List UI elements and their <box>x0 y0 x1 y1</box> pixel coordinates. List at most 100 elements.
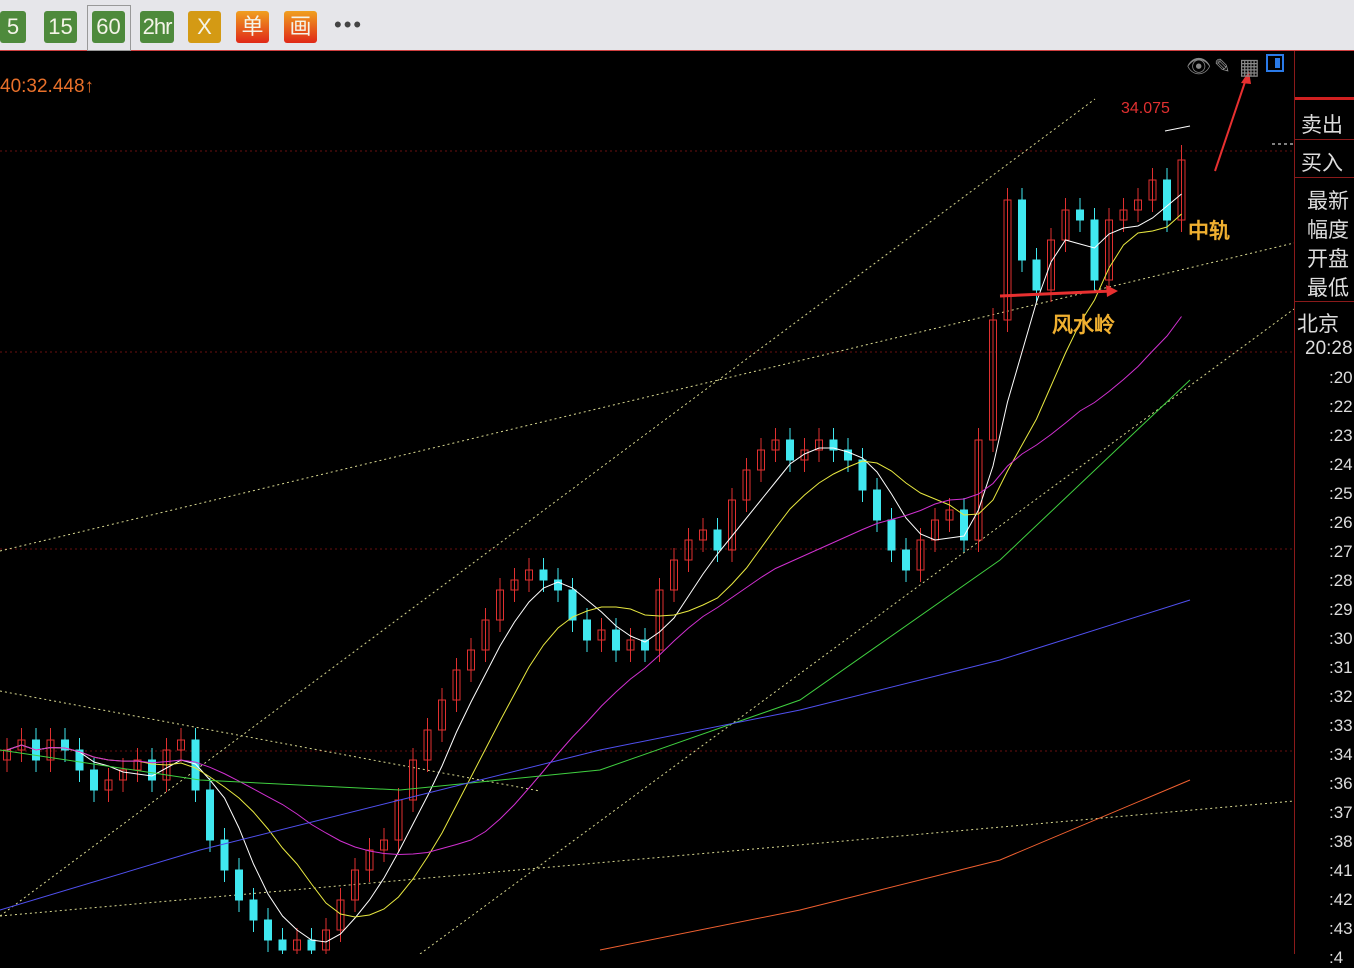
candle-up <box>496 589 504 621</box>
candle-down <box>249 899 258 921</box>
candle-down <box>829 439 838 451</box>
time-tick: :36 <box>1329 774 1353 793</box>
candle-down <box>902 549 910 571</box>
time-tick: :26 <box>1329 513 1353 532</box>
time-tick: :30 <box>1329 629 1353 648</box>
candle-up <box>945 509 954 521</box>
trend-line <box>0 242 1294 552</box>
candle-up <box>423 729 432 761</box>
candle-up <box>800 449 809 461</box>
pencil-icon[interactable]: ✎ <box>1214 56 1231 78</box>
candle-down <box>612 629 620 651</box>
time-tick: :32 <box>1329 687 1353 706</box>
candle-up <box>699 529 707 541</box>
candle-up <box>1047 239 1055 291</box>
time-tick: :41 <box>1329 861 1353 880</box>
time-tick: :28 <box>1329 571 1353 590</box>
candle-up <box>684 539 693 561</box>
candle-up <box>815 439 823 451</box>
candle-down <box>641 639 649 651</box>
more-button[interactable]: ••• <box>334 12 364 37</box>
ma20-line <box>6 316 1182 856</box>
candle-down <box>264 919 272 941</box>
period-15-button[interactable]: 15 <box>44 11 77 43</box>
draw-button[interactable]: 画 <box>284 11 317 43</box>
candle-up <box>1177 159 1186 221</box>
period-2hr-button[interactable]: 2hr <box>140 11 174 43</box>
candle-down <box>191 739 200 791</box>
mid-rail-label: 中轨 <box>1188 220 1230 243</box>
city-label: 北京 <box>1297 313 1339 336</box>
candle-down <box>960 509 968 541</box>
candle-down <box>844 449 852 461</box>
candle-up <box>1148 179 1157 201</box>
time-tick: :37 <box>1329 803 1353 822</box>
candle-up <box>916 539 925 571</box>
candle-down <box>583 619 591 641</box>
candle-up <box>119 769 127 781</box>
candle-down <box>713 529 722 551</box>
quote-panel: 卖出 买入 最新 幅度 开盘 最低 北京 20:28 :20:22:23:24:… <box>1294 51 1354 967</box>
candle-up <box>1003 199 1012 321</box>
candle-up <box>742 469 751 501</box>
candle-down <box>148 759 156 781</box>
candle-up <box>351 869 359 901</box>
fengshui-arrowhead <box>1106 285 1118 297</box>
candle-up <box>525 569 533 581</box>
ma-blue-line <box>0 599 1191 911</box>
candle-down <box>873 489 881 521</box>
panel-toggle-icon[interactable] <box>1266 54 1284 72</box>
candle-down <box>1076 209 1084 221</box>
candle-up <box>626 639 635 651</box>
time-tick: :29 <box>1329 600 1353 619</box>
time-tick: :38 <box>1329 832 1353 851</box>
eye-slash-icon[interactable]: 👁 <box>1186 56 1212 78</box>
candle-down <box>568 589 577 621</box>
time-tick: :24 <box>1329 455 1353 474</box>
time-tick: :43 <box>1329 919 1353 938</box>
candle-up <box>974 439 983 541</box>
candle-down <box>220 839 229 871</box>
candle-down <box>278 939 287 951</box>
candle-up <box>670 559 678 591</box>
candle-up <box>728 499 736 551</box>
time-tick: :42 <box>1329 890 1353 909</box>
fengshui-label: 风水岭 <box>1052 314 1115 337</box>
candle-down <box>307 939 316 951</box>
ma-green-line <box>0 379 1191 791</box>
candle-up <box>133 759 142 771</box>
trend-line <box>419 308 1294 954</box>
candle-up <box>597 629 606 641</box>
trend-line <box>0 690 541 792</box>
time-tick: :22 <box>1329 397 1353 416</box>
period-5-button[interactable]: 5 <box>0 11 26 43</box>
candle-down <box>90 769 98 791</box>
candle-up <box>177 739 185 751</box>
candle-down <box>75 749 84 771</box>
x-button[interactable]: X <box>188 11 221 43</box>
time-tick: :27 <box>1329 542 1353 561</box>
buy-label: 买入 <box>1301 152 1343 175</box>
selected-period-frame <box>87 5 131 51</box>
time-tick: :23 <box>1329 426 1353 445</box>
candle-up <box>510 579 519 591</box>
order-button[interactable]: 单 <box>236 11 269 43</box>
candle-down <box>61 739 69 751</box>
candle-up <box>655 589 664 651</box>
candle-up <box>1105 219 1113 281</box>
toolbar-arrow <box>1214 78 1247 172</box>
candle-up <box>771 439 780 451</box>
low-label: 最低 <box>1307 277 1349 300</box>
candle-down <box>786 439 794 461</box>
candle-up <box>17 739 26 751</box>
time-tick: :34 <box>1329 745 1353 764</box>
candle-down <box>235 869 243 901</box>
candlestick-chart[interactable] <box>0 51 1294 954</box>
period-60-button[interactable]: 60 <box>92 11 125 43</box>
toolbar-arrowhead <box>1241 71 1251 84</box>
candle-down <box>1032 259 1041 291</box>
candle-up <box>438 699 446 731</box>
grid-icon[interactable]: ▦ <box>1239 54 1260 79</box>
fengshui-arrow <box>999 289 1113 298</box>
change-label: 幅度 <box>1307 219 1349 242</box>
